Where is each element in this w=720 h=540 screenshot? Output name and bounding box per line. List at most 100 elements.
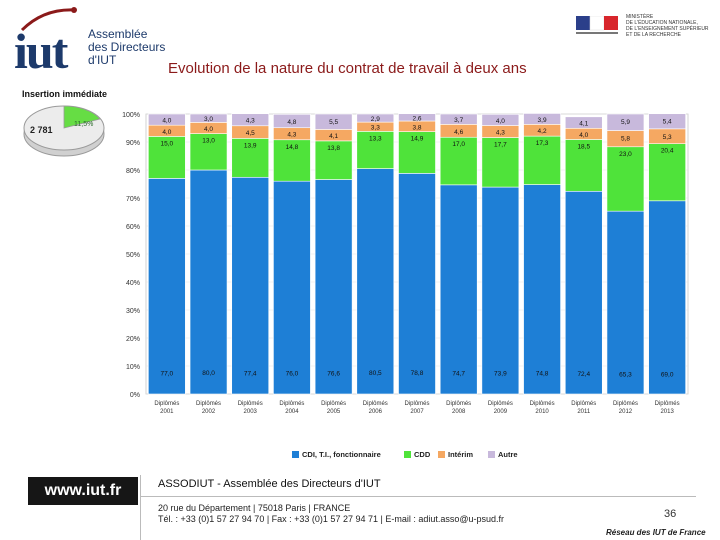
x-tick-label: 2005 xyxy=(327,409,341,415)
data-label: 13,9 xyxy=(244,142,257,149)
y-tick-label: 100% xyxy=(122,112,140,119)
x-tick-label: 2006 xyxy=(369,409,383,415)
bar-segment xyxy=(564,190,603,395)
data-label: 78,8 xyxy=(411,370,424,377)
bar-segment xyxy=(648,143,686,202)
data-label: 77,4 xyxy=(244,370,257,377)
data-label: 4,1 xyxy=(579,121,588,128)
bar-segment xyxy=(356,168,395,395)
y-tick-label: 10% xyxy=(126,364,140,371)
data-label: 17,7 xyxy=(494,142,507,149)
data-label: 3,3 xyxy=(371,125,380,132)
association-name: ASSODIUT - Assemblée des Directeurs d'IU… xyxy=(158,478,381,490)
logo-mark: iut xyxy=(14,23,68,79)
y-tick-label: 50% xyxy=(126,252,140,259)
data-label: 13,0 xyxy=(202,138,215,145)
bar-segment xyxy=(189,133,228,171)
bar-segment xyxy=(439,113,478,125)
data-label: 14,8 xyxy=(286,144,299,151)
data-label: 13,3 xyxy=(369,135,382,142)
ministry-line: DE L'ÉDUCATION NATIONALE, xyxy=(626,20,698,26)
data-label: 74,7 xyxy=(452,371,465,378)
x-tick-label: 2008 xyxy=(452,409,466,415)
bar-segment xyxy=(148,113,186,126)
bar-segment xyxy=(273,180,311,395)
ministry-line: ET DE LA RECHERCHE xyxy=(626,32,681,38)
x-tick-label: Diplômés xyxy=(321,401,346,407)
bar-segment xyxy=(523,113,561,125)
legend-label: CDI, T.I., fonctionnaire xyxy=(302,450,381,459)
x-tick-label: Diplômés xyxy=(613,401,638,407)
stacked-bar-chart: 77,0 15,0 4,0 4,0 80,0 13,0 4,0 3,0 77,4 13,9 4,5 4… xyxy=(122,112,689,459)
x-tick-label: 2007 xyxy=(410,409,424,415)
legend-swatch xyxy=(488,451,495,458)
data-label: 2,9 xyxy=(371,116,380,123)
data-label: 4,3 xyxy=(496,130,505,137)
bar-segment xyxy=(398,113,436,122)
website-link[interactable]: www.iut.fr xyxy=(28,477,138,505)
legend-swatch xyxy=(404,451,411,458)
data-label: 4,6 xyxy=(454,129,463,136)
data-label: 5,3 xyxy=(663,134,672,141)
data-label: 5,8 xyxy=(621,136,630,143)
bar-segment xyxy=(564,139,603,192)
data-label: 4,0 xyxy=(204,126,213,133)
bar-segment xyxy=(648,113,686,130)
data-label: 4,0 xyxy=(496,118,505,125)
x-tick-label: Diplômés xyxy=(238,401,263,407)
data-label: 72,4 xyxy=(577,371,590,378)
logo-line-2: des Directeurs xyxy=(88,40,166,54)
bar-segment xyxy=(606,146,645,212)
y-tick-label: 80% xyxy=(126,168,140,175)
logo-line-1: Assemblée xyxy=(88,27,148,41)
bar-segment xyxy=(356,131,395,169)
bar-segment xyxy=(523,135,561,185)
bar-segment xyxy=(148,178,186,395)
data-label: 76,6 xyxy=(327,370,340,377)
bar-segment xyxy=(648,200,686,395)
ministry-line: MINISTÈRE xyxy=(626,14,654,20)
data-label: 23,0 xyxy=(619,151,632,158)
legend-label: Autre xyxy=(498,450,518,459)
insertion-label: Insertion immédiate xyxy=(22,89,108,99)
x-tick-label: Diplômés xyxy=(363,401,388,407)
data-label: 14,9 xyxy=(411,136,424,143)
postal-address: 20 rue du Département | 75018 Paris | FR… xyxy=(158,503,351,513)
bar-segment xyxy=(189,113,228,123)
ministry-logo: MINISTÈRE DE L'ÉDUCATION NATIONALE, DE L… xyxy=(576,14,710,44)
x-tick-label: Diplômés xyxy=(196,401,221,407)
bar-segment xyxy=(481,113,520,126)
data-label: 2,6 xyxy=(412,115,421,122)
bar-segment xyxy=(231,176,270,395)
data-label: 18,5 xyxy=(577,143,590,150)
x-tick-label: Diplômés xyxy=(446,401,471,407)
x-tick-label: Diplômés xyxy=(530,401,555,407)
page-title: Evolution de la nature du contrat de tra… xyxy=(168,60,527,77)
bar-segment xyxy=(273,139,311,182)
bar-segment xyxy=(398,131,436,174)
data-label: 4,0 xyxy=(579,132,588,139)
data-label: 65,3 xyxy=(619,372,632,379)
bar-segment xyxy=(439,136,478,186)
legend-label: CDD xyxy=(414,450,431,459)
x-tick-label: Diplômés xyxy=(154,401,179,407)
data-label: 4,1 xyxy=(329,133,338,140)
bar-segment xyxy=(398,173,436,395)
page-number: 36 xyxy=(664,508,677,520)
data-label: 17,3 xyxy=(536,140,549,147)
data-label: 80,0 xyxy=(202,370,215,377)
legend-swatch xyxy=(438,451,445,458)
bar-segment xyxy=(606,113,645,131)
y-tick-label: 70% xyxy=(126,196,140,203)
legend-swatch xyxy=(292,451,299,458)
data-label: 15,0 xyxy=(161,140,174,147)
bar-segment xyxy=(189,169,228,395)
x-tick-label: Diplômés xyxy=(279,401,304,407)
x-tick-label: 2010 xyxy=(535,409,549,415)
y-tick-label: 20% xyxy=(126,336,140,343)
x-tick-label: Diplômés xyxy=(404,401,429,407)
data-label: 4,2 xyxy=(538,128,547,135)
data-label: 4,3 xyxy=(287,132,296,139)
network-name: Réseau des IUT de France xyxy=(606,528,706,537)
data-label: 4,5 xyxy=(246,130,255,137)
